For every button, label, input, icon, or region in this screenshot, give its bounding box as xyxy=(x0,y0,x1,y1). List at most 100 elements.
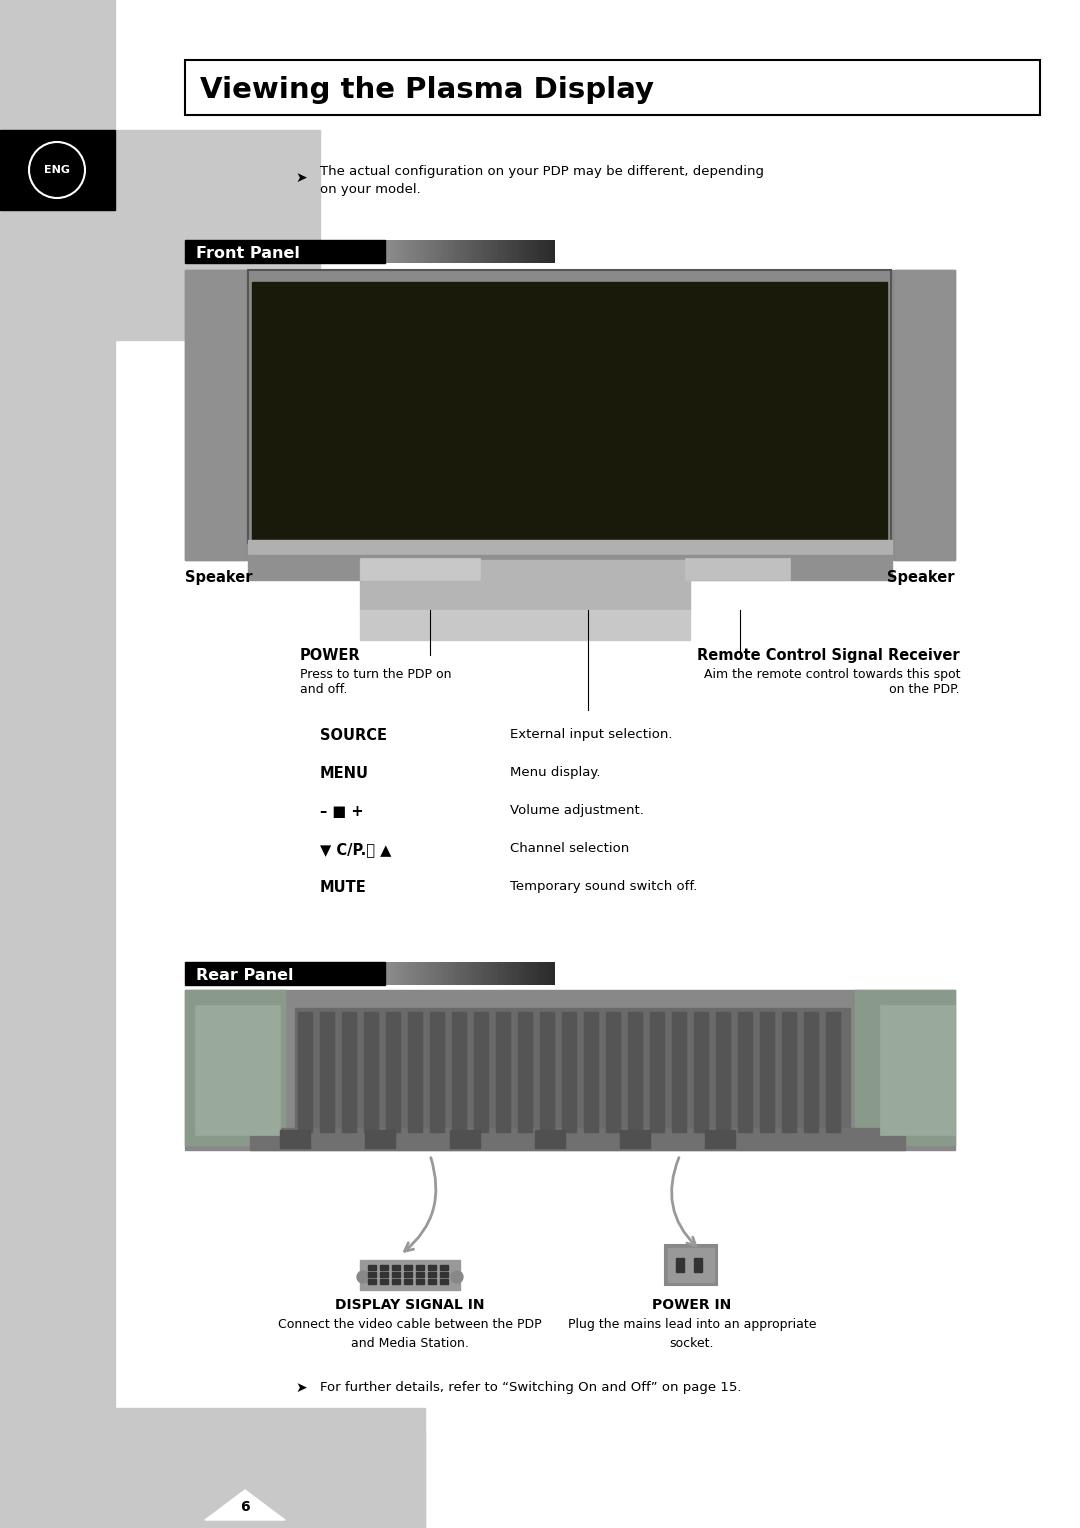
Bar xyxy=(826,1012,840,1132)
Bar xyxy=(248,539,892,559)
Bar xyxy=(280,1131,310,1148)
Bar xyxy=(392,1271,400,1277)
Text: Volume adjustment.: Volume adjustment. xyxy=(510,804,644,817)
Text: ▼ C/P.⏻ ▲: ▼ C/P.⏻ ▲ xyxy=(320,842,391,857)
Text: SOURCE: SOURCE xyxy=(320,727,387,743)
Text: Speaker: Speaker xyxy=(185,570,253,585)
Bar xyxy=(114,1433,426,1528)
Polygon shape xyxy=(205,1490,285,1520)
Text: External input selection.: External input selection. xyxy=(510,727,673,741)
Bar xyxy=(0,0,114,1528)
Text: Speaker: Speaker xyxy=(888,570,955,585)
Bar xyxy=(380,1271,388,1277)
Bar xyxy=(606,1012,620,1132)
Bar xyxy=(368,1279,376,1284)
Circle shape xyxy=(357,1271,369,1284)
Bar xyxy=(440,1271,448,1277)
Bar xyxy=(185,990,955,1151)
Bar xyxy=(404,1271,411,1277)
Bar xyxy=(676,1258,684,1271)
Bar xyxy=(185,990,285,1144)
FancyArrowPatch shape xyxy=(672,1158,696,1245)
Bar xyxy=(518,1012,532,1132)
Bar xyxy=(665,1245,717,1285)
Text: ➤: ➤ xyxy=(295,171,307,185)
Bar xyxy=(694,1258,702,1271)
Bar xyxy=(450,1131,480,1148)
Text: and off.: and off. xyxy=(300,683,348,695)
Bar xyxy=(360,1261,460,1290)
Text: Plug the mains lead into an appropriate
socket.: Plug the mains lead into an appropriate … xyxy=(568,1319,816,1351)
Bar xyxy=(252,283,887,547)
Bar xyxy=(650,1012,664,1132)
Bar xyxy=(453,1012,465,1132)
Bar xyxy=(0,130,114,209)
Text: Channel selection: Channel selection xyxy=(510,842,630,856)
Bar xyxy=(705,1131,735,1148)
Bar xyxy=(540,1012,554,1132)
FancyArrowPatch shape xyxy=(405,1158,436,1251)
Bar xyxy=(627,1012,642,1132)
Text: 6: 6 xyxy=(240,1500,249,1514)
Bar xyxy=(404,1265,411,1270)
Text: Temporary sound switch off.: Temporary sound switch off. xyxy=(510,880,698,892)
Text: The actual configuration on your PDP may be different, depending: The actual configuration on your PDP may… xyxy=(320,165,764,177)
Text: Remote Control Signal Receiver: Remote Control Signal Receiver xyxy=(698,648,960,663)
Bar xyxy=(185,270,245,559)
Bar xyxy=(694,1012,708,1132)
Text: on your model.: on your model. xyxy=(320,183,421,196)
Bar xyxy=(342,1012,356,1132)
Bar xyxy=(535,1131,565,1148)
Text: on the PDP.: on the PDP. xyxy=(889,683,960,695)
Text: Press to turn the PDP on: Press to turn the PDP on xyxy=(300,668,451,681)
Bar xyxy=(364,1012,378,1132)
Text: MENU: MENU xyxy=(320,766,369,781)
Text: Front Panel: Front Panel xyxy=(195,246,300,260)
Bar xyxy=(760,1012,774,1132)
Bar xyxy=(416,1265,424,1270)
Bar xyxy=(404,1279,411,1284)
FancyBboxPatch shape xyxy=(185,60,1040,115)
Bar xyxy=(195,1005,280,1135)
Bar xyxy=(440,1279,448,1284)
Text: DISPLAY SIGNAL IN: DISPLAY SIGNAL IN xyxy=(335,1297,485,1313)
Bar xyxy=(584,1012,598,1132)
Bar xyxy=(416,1279,424,1284)
Text: Rear Panel: Rear Panel xyxy=(195,967,294,983)
Bar xyxy=(428,1265,436,1270)
Bar xyxy=(392,1279,400,1284)
Bar xyxy=(360,559,690,610)
Bar xyxy=(295,1008,850,1138)
Text: MUTE: MUTE xyxy=(320,880,367,895)
Bar xyxy=(368,1271,376,1277)
Bar xyxy=(185,240,384,263)
Bar xyxy=(248,270,891,542)
Bar xyxy=(386,1012,400,1132)
Bar xyxy=(416,1271,424,1277)
Bar xyxy=(782,1012,796,1132)
Bar xyxy=(368,1265,376,1270)
Text: Menu display.: Menu display. xyxy=(510,766,600,779)
Bar xyxy=(474,1012,488,1132)
Bar xyxy=(380,1265,388,1270)
Bar xyxy=(430,1012,444,1132)
Circle shape xyxy=(451,1271,463,1284)
Text: POWER: POWER xyxy=(300,648,361,663)
Bar xyxy=(428,1271,436,1277)
Bar xyxy=(669,1248,714,1282)
Bar xyxy=(408,1012,422,1132)
Text: For further details, refer to “Switching On and Off” on page 15.: For further details, refer to “Switching… xyxy=(320,1381,742,1395)
Bar xyxy=(298,1012,312,1132)
Bar xyxy=(185,963,384,986)
Bar xyxy=(855,990,955,1144)
Bar xyxy=(562,1012,576,1132)
Bar xyxy=(440,1265,448,1270)
Bar xyxy=(114,130,320,341)
Bar xyxy=(380,1279,388,1284)
Bar xyxy=(360,558,480,581)
Bar xyxy=(716,1012,730,1132)
Bar xyxy=(895,270,955,559)
Bar xyxy=(365,1131,395,1148)
Bar xyxy=(320,1012,334,1132)
Text: – ■ +: – ■ + xyxy=(320,804,364,819)
